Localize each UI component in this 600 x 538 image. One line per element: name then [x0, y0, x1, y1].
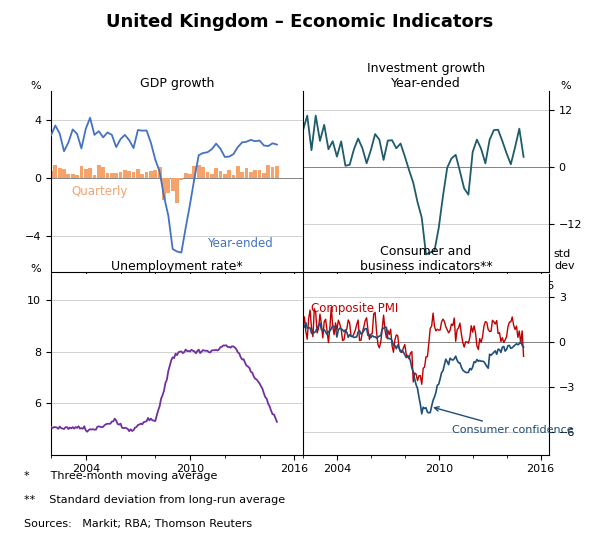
Bar	[97, 165, 101, 178]
Bar	[262, 173, 266, 178]
Bar	[275, 166, 279, 178]
Bar	[88, 168, 92, 178]
Text: std
dev: std dev	[554, 249, 575, 271]
Text: *      Three-month moving average: * Three-month moving average	[24, 471, 217, 481]
Bar	[140, 174, 144, 178]
Bar	[110, 173, 114, 178]
Bar	[271, 167, 274, 178]
Bar	[197, 165, 200, 178]
Bar	[80, 166, 83, 178]
Text: %: %	[31, 264, 41, 274]
Bar	[210, 174, 214, 178]
Text: United Kingdom – Economic Indicators: United Kingdom – Economic Indicators	[106, 13, 494, 31]
Bar	[49, 171, 53, 178]
Bar	[223, 174, 227, 178]
Bar	[245, 168, 248, 178]
Bar	[154, 171, 157, 178]
Bar	[53, 166, 57, 178]
Bar	[71, 174, 74, 178]
Bar	[253, 170, 257, 178]
Bar	[179, 178, 183, 180]
Title: Investment growth
Year-ended: Investment growth Year-ended	[367, 62, 485, 90]
Bar	[92, 175, 97, 178]
Bar	[218, 171, 223, 178]
Bar	[249, 172, 253, 178]
Bar	[84, 169, 88, 178]
Text: Consumer confidence: Consumer confidence	[434, 407, 574, 435]
Bar	[166, 178, 170, 193]
Bar	[67, 174, 70, 178]
Bar	[266, 165, 270, 178]
Text: Quarterly: Quarterly	[72, 185, 128, 199]
Bar	[62, 169, 66, 178]
Title: GDP growth: GDP growth	[140, 77, 214, 90]
Bar	[201, 167, 205, 178]
Text: %: %	[560, 81, 571, 91]
Bar	[193, 166, 196, 178]
Bar	[101, 167, 105, 178]
Bar	[162, 178, 166, 200]
Bar	[119, 172, 122, 178]
Text: %: %	[31, 81, 41, 91]
Bar	[114, 173, 118, 178]
Title: Consumer and
business indicators**: Consumer and business indicators**	[359, 245, 493, 273]
Bar	[131, 172, 136, 178]
Bar	[227, 170, 231, 178]
Bar	[75, 174, 79, 178]
Bar	[236, 166, 240, 178]
Bar	[240, 173, 244, 178]
Text: Sources:   Markit; RBA; Thomson Reuters: Sources: Markit; RBA; Thomson Reuters	[24, 519, 252, 529]
Bar	[232, 175, 235, 178]
Text: **    Standard deviation from long-run average: ** Standard deviation from long-run aver…	[24, 495, 285, 505]
Bar	[58, 168, 62, 178]
Bar	[188, 174, 192, 178]
Bar	[106, 173, 109, 178]
Bar	[214, 168, 218, 178]
Bar	[184, 173, 188, 178]
Bar	[175, 178, 179, 203]
Bar	[206, 172, 209, 178]
Bar	[127, 171, 131, 178]
Text: Composite PMI: Composite PMI	[311, 302, 399, 315]
Bar	[123, 170, 127, 178]
Title: Unemployment rate*: Unemployment rate*	[111, 260, 243, 273]
Bar	[136, 169, 140, 178]
Bar	[149, 172, 153, 178]
Text: Year-ended: Year-ended	[208, 237, 273, 250]
Bar	[171, 178, 175, 191]
Bar	[158, 167, 161, 178]
Bar	[145, 172, 148, 178]
Bar	[257, 169, 262, 178]
